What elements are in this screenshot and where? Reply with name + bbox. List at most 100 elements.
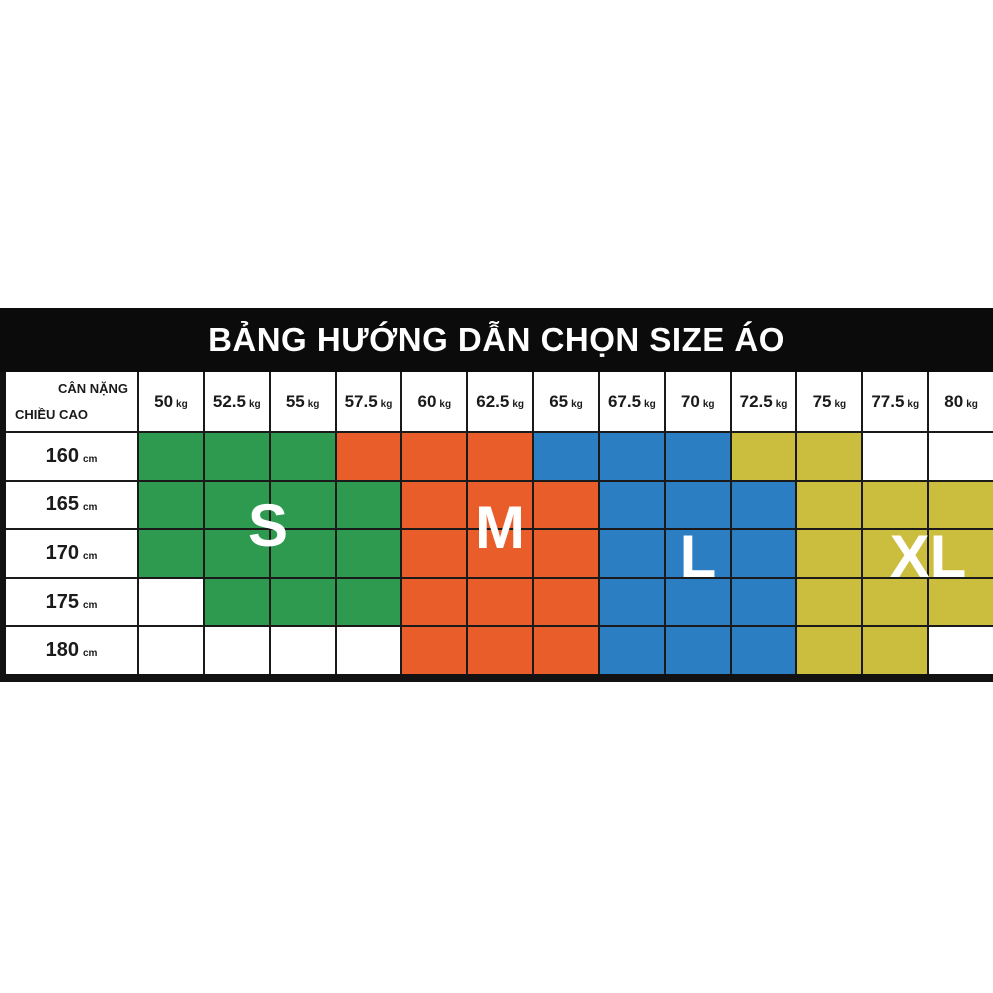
size-cell-m [534,578,598,626]
size-cell-m [534,627,598,674]
height-value: 180 [45,639,79,662]
weight-value: 80 [944,391,964,411]
height-unit: cm [82,453,98,465]
weight-value: 72.5 [739,391,773,411]
size-cell-m [468,578,533,626]
height-value: 165 [45,493,79,516]
size-cell-l [599,433,664,480]
size-cell-l [599,578,664,626]
size-cell-s [270,578,335,626]
weight-header-cell: 52.5 kg [204,372,269,431]
weight-unit: kg [439,398,452,410]
height-unit: cm [82,599,98,611]
size-cell-s [204,530,269,577]
weight-axis-label: CÂN NẶNG [57,381,128,396]
weight-header-cell: 65 kg [534,372,598,431]
height-value: 175 [45,590,79,613]
size-cell-empty [270,627,335,674]
weight-value: 60 [417,391,437,411]
weight-unit: kg [571,398,583,410]
size-cell-m [402,433,467,480]
size-cell-empty [139,627,203,674]
height-row-label: 175 cm [6,578,137,626]
weight-unit: kg [380,398,393,410]
size-cell-l [665,530,730,577]
size-cell-l [731,481,796,529]
size-cell-l [599,481,664,529]
size-cell-l [665,578,730,626]
size-cell-m [468,481,533,529]
size-cell-s [204,433,269,480]
size-cell-xl [797,627,862,674]
size-cell-xl [929,481,993,529]
size-cell-empty [336,627,401,674]
size-cell-xl [863,627,928,674]
weight-value: 50 [154,391,174,411]
size-cell-empty [929,433,993,480]
size-cell-s [336,481,401,529]
size-cell-l [731,530,796,577]
weight-unit: kg [176,398,188,410]
weight-header-cell: 50 kg [139,372,203,431]
size-cell-l [599,530,664,577]
weight-value: 62.5 [476,391,510,411]
height-axis-label: CHIỀU CAO [15,407,88,422]
weight-header-cell: 70 kg [665,372,730,431]
height-unit: cm [82,648,98,660]
size-cell-s [139,433,203,480]
size-cell-m [402,627,467,674]
size-cell-l [731,627,796,674]
height-row-label: 165 cm [6,481,137,529]
weight-value: 70 [680,391,700,411]
size-cell-l [599,627,664,674]
size-cell-m [468,530,533,577]
size-cell-s [270,530,335,577]
size-cell-m [402,481,467,529]
size-cell-s [336,578,401,626]
size-cell-xl [863,578,928,626]
size-cell-empty [929,627,993,674]
size-cell-xl [929,578,993,626]
weight-value: 55 [285,391,305,411]
height-row-label: 170 cm [6,530,137,577]
size-chart-table: CÂN NẶNG CHIỀU CAO 50 kg 52.5 kg 55 kg 57.5 kg 60 k… [0,372,993,682]
weight-unit: kg [644,398,656,410]
weight-unit: kg [966,398,978,410]
corner-header-cell: CÂN NẶNG CHIỀU CAO [6,372,137,431]
weight-value: 65 [549,391,569,411]
size-cell-s [139,530,203,577]
size-cell-s [336,530,401,577]
size-cell-m [468,627,533,674]
height-row-label: 160 cm [6,433,137,480]
weight-header-cell: 77.5 kg [863,372,928,431]
size-cell-s [204,481,269,529]
size-cell-empty [139,578,203,626]
height-unit: cm [82,502,98,514]
size-cell-m [402,530,467,577]
weight-header-cell: 67.5 kg [599,372,664,431]
size-cell-m [468,433,533,480]
weight-unit: kg [512,398,525,410]
size-cell-xl [797,433,862,480]
weight-header-cell: 62.5 kg [468,372,533,431]
size-cell-empty [863,433,928,480]
size-cell-l [665,433,730,480]
size-cell-m [402,578,467,626]
weight-value: 57.5 [344,391,378,411]
weight-header-cell: 60 kg [402,372,467,431]
size-cell-m [336,433,401,480]
height-value: 170 [45,541,79,564]
height-value: 160 [45,444,79,467]
size-cell-s [270,433,335,480]
size-cell-l [731,578,796,626]
weight-value: 75 [812,391,832,411]
weight-header-cell: 57.5 kg [336,372,401,431]
size-cell-empty [204,627,269,674]
size-cell-l [665,627,730,674]
size-cell-l [665,481,730,529]
size-cell-m [534,530,598,577]
weight-value: 67.5 [607,391,642,411]
size-cell-xl [929,530,993,577]
size-cell-s [204,578,269,626]
size-cell-xl [797,481,862,529]
